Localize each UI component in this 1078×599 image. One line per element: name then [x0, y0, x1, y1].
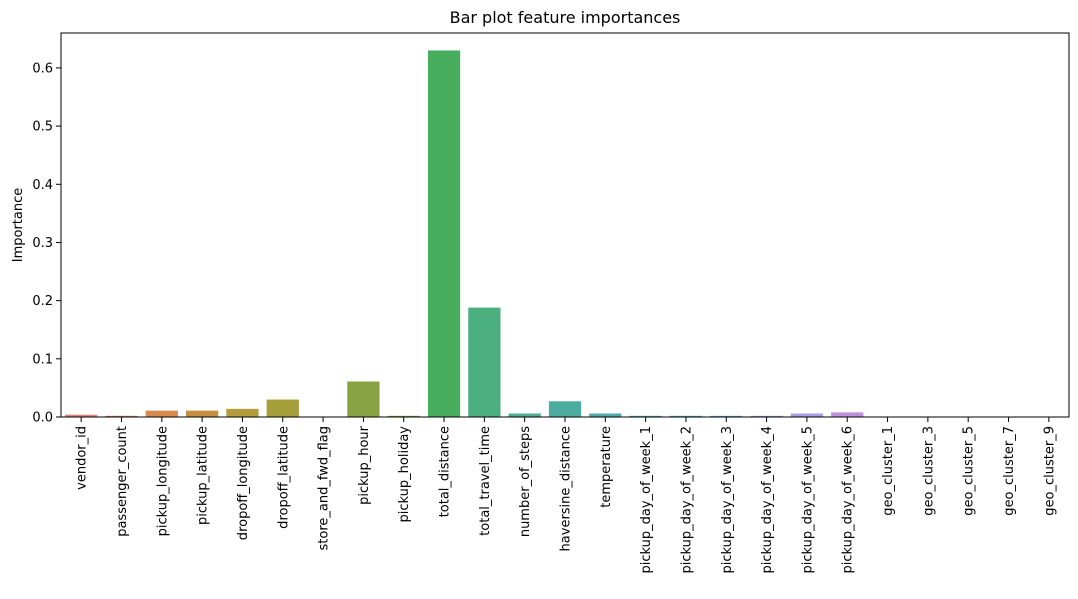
x-tick-label: geo_cluster_5 [962, 426, 977, 516]
x-tick-label: geo_cluster_9 [1042, 426, 1057, 516]
x-tick-label: total_distance [438, 426, 453, 517]
bar-pickup_latitude [185, 410, 219, 417]
bar-total_distance [427, 50, 461, 417]
y-axis: 0.0 0.1 0.2 0.3 0.4 0.5 0.6 [32, 61, 61, 426]
bar-vendor_id [65, 414, 98, 417]
x-tick-label: pickup_day_of_week_4 [760, 426, 775, 574]
bar-dropoff_longitude [226, 408, 259, 417]
x-tick-label: pickup_day_of_week_2 [679, 426, 694, 574]
x-tick-label: pickup_day_of_week_6 [841, 426, 856, 574]
y-tick-label: 0.0 [32, 411, 53, 426]
y-axis-label: Importance [11, 188, 26, 263]
x-tick-label: pickup_day_of_week_5 [800, 426, 815, 574]
bar-pickup_longitude [145, 410, 178, 417]
x-tick-label: temperature [599, 426, 614, 508]
x-tick-label: store_and_fwd_flag [317, 426, 332, 550]
y-tick-label: 0.6 [32, 61, 53, 76]
x-tick-label: passenger_count [115, 426, 130, 537]
x-tick-label: vendor_id [75, 426, 90, 490]
x-tick-label: number_of_steps [518, 426, 533, 537]
x-axis: vendor_id passenger_count pickup_longitude… [75, 417, 1057, 574]
bar-haversine_distance [548, 401, 582, 417]
y-tick-label: 0.5 [32, 120, 53, 135]
y-tick-label: 0.4 [32, 178, 53, 193]
x-tick-label: geo_cluster_3 [921, 426, 936, 516]
x-tick-label: total_travel_time [478, 426, 493, 536]
bar-passenger_count [105, 415, 138, 417]
x-tick-label: pickup_day_of_week_3 [720, 426, 735, 574]
bar-dropoff_latitude [266, 399, 299, 417]
bar-pickup_day_of_week_4 [750, 415, 783, 417]
x-tick-label: pickup_holiday [397, 426, 412, 523]
plot-frame [60, 32, 1070, 418]
x-tick-label: pickup_hour [357, 425, 372, 505]
y-tick-label: 0.1 [32, 352, 53, 367]
bar-pickup_day_of_week_3 [710, 415, 743, 417]
bar-pickup_day_of_week_2 [669, 415, 703, 417]
x-tick-label: geo_cluster_1 [881, 426, 896, 516]
x-tick-label: pickup_latitude [196, 426, 211, 525]
bar-pickup_day_of_week_1 [629, 415, 662, 417]
bar-number_of_steps [508, 413, 541, 417]
x-tick-label: geo_cluster_7 [1002, 426, 1017, 516]
x-tick-label: dropoff_longitude [236, 426, 251, 540]
x-tick-label: haversine_distance [559, 426, 574, 551]
chart-title: Bar plot feature importances [450, 8, 681, 27]
bar-pickup_day_of_week_5 [790, 413, 824, 417]
plot-area [65, 50, 864, 417]
bar-temperature [589, 413, 622, 417]
y-tick-label: 0.3 [32, 236, 53, 251]
x-tick-label: pickup_day_of_week_1 [639, 426, 654, 574]
x-tick-label: dropoff_latitude [276, 426, 291, 529]
bar-total_travel_time [468, 307, 501, 417]
y-tick-label: 0.2 [32, 294, 53, 309]
bar-pickup_holiday [387, 415, 420, 417]
x-tick-label: pickup_longitude [155, 426, 170, 536]
bar-pickup_day_of_week_6 [831, 412, 864, 417]
bar-pickup_hour [347, 381, 380, 417]
